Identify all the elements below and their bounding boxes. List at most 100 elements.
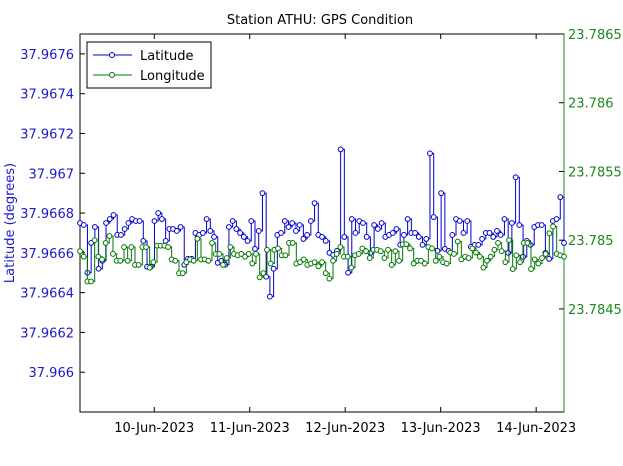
chart-title: Station ATHU: GPS Condition xyxy=(227,13,413,28)
data-point-longitude xyxy=(146,264,153,271)
data-point-longitude xyxy=(289,240,296,246)
data-point-latitude xyxy=(162,238,169,244)
data-point-longitude xyxy=(124,257,131,264)
data-point-longitude xyxy=(143,244,149,250)
data-point-latitude xyxy=(106,216,113,222)
data-point-latitude xyxy=(110,212,117,218)
data-point-longitude xyxy=(498,248,505,255)
data-point-latitude xyxy=(423,236,430,242)
data-point-latitude xyxy=(538,222,545,228)
data-point-latitude xyxy=(259,190,266,197)
data-point-longitude xyxy=(421,260,428,267)
data-point-latitude xyxy=(412,230,418,236)
y-right-tick-label-0: 23.7845 xyxy=(568,303,622,318)
data-point-longitude xyxy=(377,248,384,255)
data-point-latitude xyxy=(404,216,411,222)
data-point-longitude xyxy=(88,278,94,285)
data-point-latitude xyxy=(460,230,467,236)
y-left-tick-label-2: 37.9664 xyxy=(20,287,74,302)
data-point-longitude xyxy=(319,259,325,266)
data-point-longitude xyxy=(311,259,318,266)
data-point-latitude xyxy=(285,224,292,230)
data-point-latitude xyxy=(546,255,553,262)
data-point-latitude xyxy=(307,218,314,224)
data-point-latitude xyxy=(464,218,471,224)
data-point-latitude xyxy=(211,234,217,240)
data-point-longitude xyxy=(388,262,395,268)
data-point-longitude xyxy=(297,259,303,266)
data-point-longitude xyxy=(381,255,388,261)
data-point-longitude xyxy=(227,244,234,250)
y-left-tick-label-5: 37.967 xyxy=(29,167,75,182)
y-left-tick-label-3: 37.9666 xyxy=(20,247,74,262)
data-point-longitude xyxy=(242,253,248,260)
data-point-longitude xyxy=(502,259,509,266)
data-point-longitude xyxy=(238,251,245,257)
plot-layer: 37.966 37.9662 37.9664 37.9666 37.9668 37.967… xyxy=(20,28,622,436)
data-point-latitude xyxy=(419,241,426,248)
legend: Latitude Longitude xyxy=(86,41,212,89)
data-point-longitude xyxy=(524,240,531,246)
data-point-longitude xyxy=(282,252,289,259)
legend-marker-longitude xyxy=(109,72,115,78)
data-point-latitude xyxy=(140,238,147,244)
x-tick-label-4: 14-Jun-2023 xyxy=(496,421,576,436)
data-point-longitude xyxy=(491,246,498,253)
data-point-latitude xyxy=(281,218,288,224)
data-point-latitude xyxy=(233,226,240,232)
data-point-longitude xyxy=(91,237,98,244)
data-point-latitude xyxy=(199,230,206,236)
data-point-longitude xyxy=(322,270,329,277)
data-point-longitude xyxy=(102,240,109,246)
data-point-longitude xyxy=(484,257,490,264)
data-point-latitude xyxy=(508,220,515,226)
data-point-latitude xyxy=(229,218,236,224)
data-point-longitude xyxy=(355,251,362,257)
data-point-latitude xyxy=(345,269,351,276)
data-point-longitude xyxy=(348,264,355,271)
data-point-latitude xyxy=(293,228,299,234)
data-point-longitude xyxy=(216,251,223,257)
data-point-longitude xyxy=(550,223,556,230)
data-point-longitude xyxy=(256,274,263,281)
data-point-latitude xyxy=(438,190,445,197)
data-point-longitude xyxy=(117,257,124,264)
data-point-longitude xyxy=(110,251,116,257)
data-point-latitude xyxy=(173,228,180,234)
data-point-longitude xyxy=(396,257,402,264)
data-point-latitude xyxy=(125,220,132,226)
data-point-longitude xyxy=(366,255,373,261)
legend-box xyxy=(86,41,212,89)
data-point-latitude xyxy=(434,247,441,254)
data-point-longitude xyxy=(99,256,105,263)
data-point-longitude xyxy=(267,260,274,267)
data-point-longitude xyxy=(128,244,135,250)
data-point-longitude xyxy=(253,251,259,257)
data-point-longitude xyxy=(436,253,443,260)
data-point-longitude xyxy=(465,255,472,261)
data-point-latitude xyxy=(237,230,243,236)
data-point-longitude xyxy=(546,230,553,237)
data-point-latitude xyxy=(80,222,87,228)
data-point-latitude xyxy=(255,228,262,234)
data-point-latitude xyxy=(490,234,497,240)
data-point-longitude xyxy=(359,245,366,252)
data-point-latitude xyxy=(121,226,128,232)
data-point-latitude xyxy=(363,234,370,240)
data-point-longitude xyxy=(205,257,212,264)
data-point-latitude xyxy=(136,218,143,224)
data-point-latitude xyxy=(479,236,485,242)
data-point-latitude xyxy=(341,234,348,240)
data-point-latitude xyxy=(486,230,493,236)
data-point-longitude xyxy=(183,259,190,266)
data-point-latitude xyxy=(475,241,482,248)
data-point-latitude xyxy=(319,234,325,240)
data-point-longitude xyxy=(407,245,413,252)
data-point-longitude xyxy=(528,266,534,272)
data-point-longitude xyxy=(469,245,476,252)
data-point-longitude xyxy=(194,235,201,242)
data-point-latitude xyxy=(248,218,255,224)
data-point-latitude xyxy=(427,150,433,157)
data-point-longitude xyxy=(454,238,461,245)
